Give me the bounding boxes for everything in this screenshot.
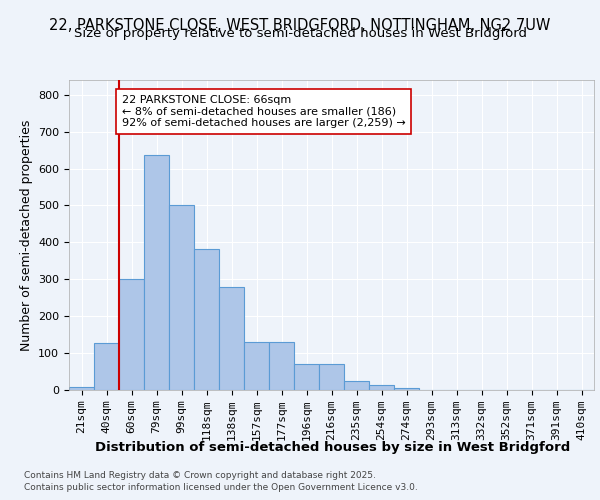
- Bar: [344, 381, 369, 390]
- Text: 22, PARKSTONE CLOSE, WEST BRIDGFORD, NOTTINGHAM, NG2 7UW: 22, PARKSTONE CLOSE, WEST BRIDGFORD, NOT…: [49, 18, 551, 32]
- Bar: [269, 342, 294, 390]
- Bar: [69, 387, 94, 390]
- Bar: [169, 206, 194, 390]
- Bar: [244, 342, 269, 390]
- Text: Distribution of semi-detached houses by size in West Bridgford: Distribution of semi-detached houses by …: [95, 441, 571, 454]
- Bar: [394, 388, 419, 390]
- Text: Contains public sector information licensed under the Open Government Licence v3: Contains public sector information licen…: [24, 482, 418, 492]
- Text: 22 PARKSTONE CLOSE: 66sqm
← 8% of semi-detached houses are smaller (186)
92% of : 22 PARKSTONE CLOSE: 66sqm ← 8% of semi-d…: [121, 95, 405, 128]
- Bar: [119, 278, 144, 390]
- Text: Contains HM Land Registry data © Crown copyright and database right 2025.: Contains HM Land Registry data © Crown c…: [24, 472, 376, 480]
- Text: Size of property relative to semi-detached houses in West Bridgford: Size of property relative to semi-detach…: [74, 28, 527, 40]
- Bar: [144, 155, 169, 390]
- Y-axis label: Number of semi-detached properties: Number of semi-detached properties: [20, 120, 32, 350]
- Bar: [94, 343, 119, 390]
- Bar: [219, 286, 244, 390]
- Bar: [319, 364, 344, 390]
- Bar: [194, 248, 219, 390]
- Bar: [294, 364, 319, 390]
- Bar: [369, 385, 394, 390]
